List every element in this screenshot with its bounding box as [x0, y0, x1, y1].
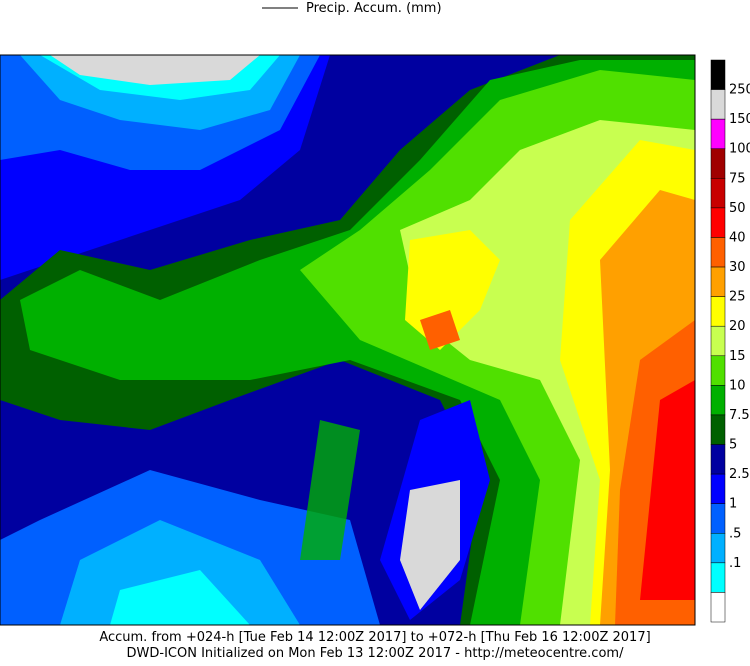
colorbar-swatch: [710, 237, 726, 268]
colorbar-label: 20: [729, 319, 746, 334]
colorbar-label: 5: [729, 438, 737, 453]
colorbar-swatch: [710, 89, 726, 120]
colorbar-swatch: [710, 148, 726, 179]
footer-line: Accum. from +024-h [Tue Feb 14 12:00Z 20…: [99, 630, 650, 645]
colorbar-label: 25: [729, 290, 746, 305]
colorbar-label: 1: [729, 497, 737, 512]
colorbar-swatch: [710, 296, 726, 327]
colorbar-label: .1: [729, 556, 741, 571]
colorbar-swatch: [710, 473, 726, 504]
colorbar-swatch: [710, 355, 726, 386]
colorbar-label: 75: [729, 171, 746, 186]
colorbar-swatch: [710, 592, 726, 623]
colorbar-swatch: [710, 414, 726, 445]
colorbar-label: 2.5: [729, 467, 750, 482]
colorbar-swatch: [710, 178, 726, 209]
colorbar-swatch: [710, 562, 726, 593]
colorbar-swatch: [710, 385, 726, 416]
colorbar-label: 10: [729, 378, 746, 393]
colorbar-label: .5: [729, 526, 741, 541]
colorbar-swatch: [710, 325, 726, 357]
footer-line: DWD-ICON Initialized on Mon Feb 13 12:00…: [127, 646, 625, 661]
colorbar-swatch: [710, 533, 726, 564]
colorbar-label: 30: [729, 260, 746, 275]
colorbar-label: 250: [729, 83, 750, 98]
colorbar-swatch: [710, 59, 726, 90]
colorbar: 250 150 100 75 50 40 30 25 20 15 10 7.5 5 2.5 1 .5 .1: [710, 59, 750, 623]
colorbar-label: 7.5: [729, 408, 750, 423]
colorbar-swatch: [710, 118, 726, 149]
colorbar-swatch: [710, 444, 726, 475]
legend-label: Precip. Accum. (mm): [306, 1, 442, 16]
colorbar-label: 15: [729, 349, 746, 364]
colorbar-label: 100: [729, 142, 750, 157]
colorbar-swatch: [710, 207, 726, 238]
colorbar-label: 150: [729, 112, 750, 127]
precip-map: [0, 54, 696, 626]
colorbar-label: 40: [729, 230, 746, 245]
colorbar-label: 50: [729, 201, 746, 216]
colorbar-swatch: [710, 266, 726, 297]
colorbar-swatch: [710, 503, 726, 534]
